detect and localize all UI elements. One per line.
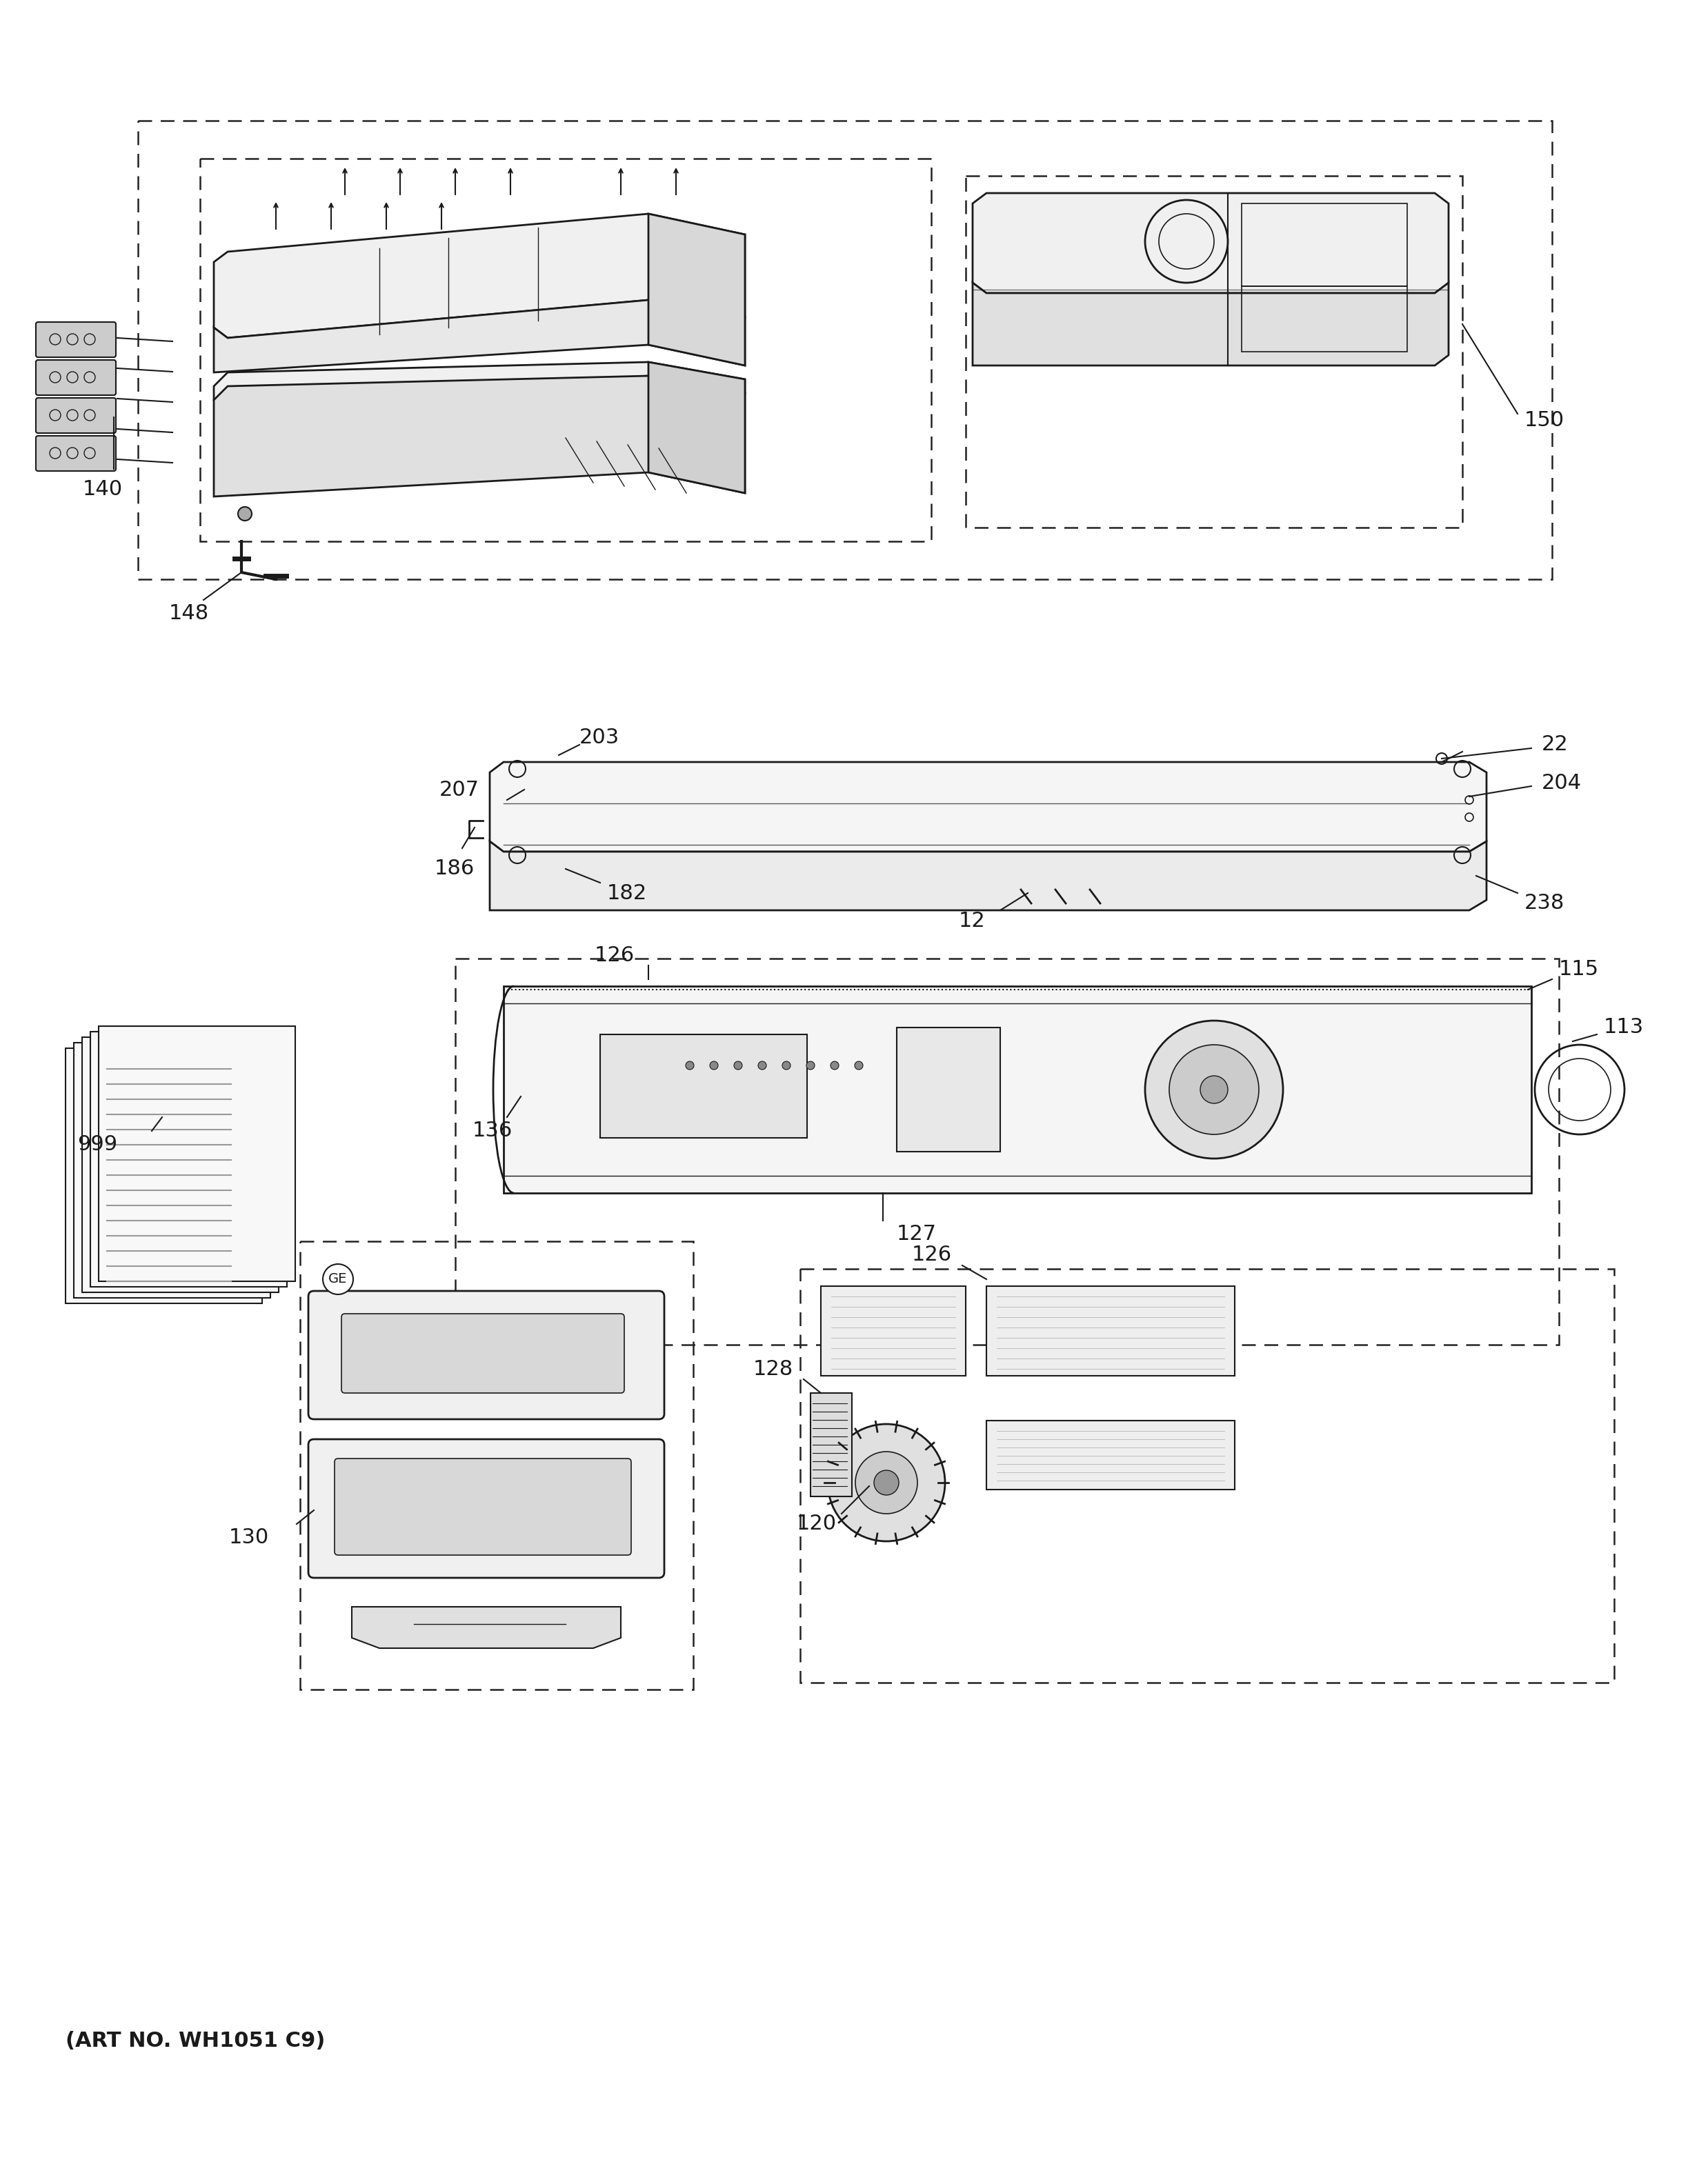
- Text: 120: 120: [796, 1514, 837, 1533]
- Text: 182: 182: [607, 882, 647, 902]
- Bar: [821, 1286, 965, 1376]
- Bar: [66, 1048, 262, 1304]
- Text: GE: GE: [328, 1273, 348, 1286]
- Text: 203: 203: [580, 727, 620, 747]
- Text: 128: 128: [754, 1358, 793, 1378]
- Polygon shape: [215, 363, 745, 400]
- Bar: [74, 1042, 270, 1297]
- FancyBboxPatch shape: [308, 1439, 664, 1577]
- Circle shape: [828, 1424, 945, 1542]
- Bar: [600, 1035, 808, 1138]
- Text: 115: 115: [1558, 959, 1599, 978]
- FancyBboxPatch shape: [341, 1315, 624, 1393]
- Text: 22: 22: [1541, 734, 1568, 756]
- Polygon shape: [490, 841, 1487, 911]
- Text: 113: 113: [1604, 1018, 1644, 1037]
- Circle shape: [855, 1452, 918, 1514]
- Bar: [1242, 286, 1408, 352]
- FancyBboxPatch shape: [335, 1459, 630, 1555]
- Text: 150: 150: [1524, 411, 1565, 430]
- Circle shape: [238, 507, 252, 520]
- Circle shape: [1169, 1044, 1259, 1133]
- Text: 186: 186: [434, 858, 475, 878]
- Bar: [799, 1269, 1614, 1682]
- Polygon shape: [973, 282, 1448, 365]
- Text: 148: 148: [169, 603, 210, 625]
- Text: 126: 126: [913, 1245, 951, 1265]
- Bar: [897, 1026, 1000, 1151]
- Text: 238: 238: [1524, 893, 1565, 913]
- Text: 207: 207: [439, 780, 480, 799]
- Text: 999: 999: [78, 1136, 117, 1155]
- Circle shape: [1200, 1077, 1229, 1103]
- Polygon shape: [973, 192, 1448, 293]
- FancyBboxPatch shape: [35, 321, 117, 358]
- Circle shape: [782, 1061, 791, 1070]
- Text: 136: 136: [473, 1120, 512, 1140]
- FancyBboxPatch shape: [35, 437, 117, 472]
- Circle shape: [855, 1061, 864, 1070]
- Bar: [987, 1420, 1235, 1489]
- Circle shape: [733, 1061, 742, 1070]
- Bar: [199, 159, 931, 542]
- Circle shape: [830, 1061, 838, 1070]
- Circle shape: [1146, 1020, 1283, 1158]
- Polygon shape: [649, 214, 745, 365]
- Circle shape: [874, 1470, 899, 1496]
- Polygon shape: [215, 299, 745, 373]
- Polygon shape: [352, 1607, 620, 1649]
- Bar: [90, 1031, 287, 1286]
- FancyBboxPatch shape: [35, 360, 117, 395]
- Text: 130: 130: [228, 1529, 269, 1548]
- Polygon shape: [490, 762, 1487, 852]
- FancyBboxPatch shape: [35, 397, 117, 432]
- Text: 126: 126: [595, 946, 635, 965]
- Circle shape: [806, 1061, 815, 1070]
- Polygon shape: [215, 214, 745, 339]
- Bar: [139, 120, 1551, 579]
- Bar: [301, 1241, 693, 1690]
- Polygon shape: [504, 987, 1531, 1192]
- Text: 127: 127: [897, 1225, 936, 1245]
- Circle shape: [323, 1265, 353, 1295]
- Bar: [455, 959, 1558, 1345]
- Text: 12: 12: [958, 911, 985, 930]
- Text: 204: 204: [1541, 773, 1582, 793]
- Circle shape: [759, 1061, 766, 1070]
- Bar: [98, 1026, 296, 1282]
- Polygon shape: [649, 363, 745, 494]
- FancyBboxPatch shape: [308, 1291, 664, 1420]
- Text: (ART NO. WH1051 C9): (ART NO. WH1051 C9): [66, 2031, 324, 2051]
- Polygon shape: [215, 376, 745, 496]
- Text: 140: 140: [83, 480, 123, 500]
- Bar: [965, 177, 1462, 529]
- Bar: [811, 1393, 852, 1496]
- Bar: [1242, 203, 1408, 286]
- Bar: [987, 1286, 1235, 1376]
- Circle shape: [686, 1061, 695, 1070]
- Bar: [83, 1037, 279, 1293]
- Circle shape: [710, 1061, 718, 1070]
